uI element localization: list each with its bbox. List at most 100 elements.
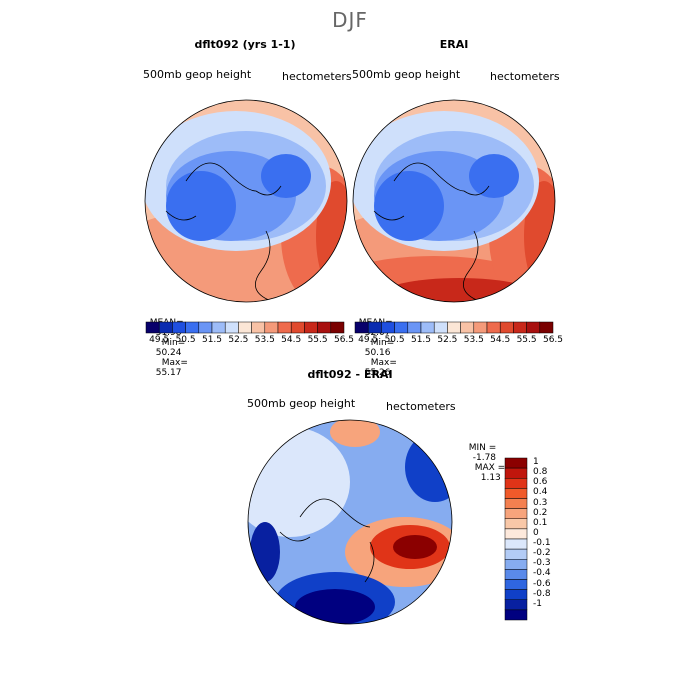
colorbar-tick-label: 49.5: [149, 335, 170, 345]
colorbar-swatch: [367, 321, 382, 334]
panel-field-label-model: 500mb geop height: [143, 68, 252, 81]
map-obs: [352, 99, 556, 303]
panel-units-label-model: hectometers: [282, 70, 352, 83]
min-label: Min=: [161, 338, 186, 348]
colorbar-tick-label: 50.5: [175, 335, 196, 345]
colorbar-swatch: [420, 321, 435, 334]
max-value: 1.13: [480, 473, 501, 483]
colorbar-swatch: [504, 589, 528, 600]
colorbar-tick-label: -0.8: [533, 588, 551, 599]
colorbar-swatch: [504, 518, 528, 530]
colorbar-swatch: [513, 321, 527, 334]
max-label: Max=: [370, 358, 397, 368]
panel-field-label-diff: 500mb geop height: [247, 397, 356, 410]
colorbar-swatch: [504, 488, 528, 499]
panel-field-label-obs: 500mb geop height: [352, 68, 461, 81]
colorbar-tick-label: 54.5: [490, 335, 511, 345]
map-model: [144, 99, 348, 303]
colorbar-swatch: [185, 321, 200, 334]
colorbar-tick-label: 52.5: [437, 335, 458, 345]
colorbar-swatch: [539, 321, 554, 334]
colorbar-swatch: [394, 321, 409, 334]
min-value: 50.24: [155, 348, 182, 358]
coastline: [165, 162, 282, 302]
colorbar-swatch: [473, 321, 488, 334]
colorbar-tick-label: 50.5: [384, 335, 405, 345]
colorbar-swatch: [304, 321, 318, 334]
colorbar-swatch: [504, 548, 528, 560]
colorbar-swatch: [158, 321, 173, 334]
colorbar-tick-label: 0: [533, 527, 539, 538]
colorbar-tick-label: 52.5: [228, 335, 249, 345]
map-border: [352, 99, 556, 303]
colorbar-tick-label: 51.5: [410, 335, 432, 345]
colorbar-swatch: [251, 321, 266, 334]
colorbar-swatch: [224, 321, 239, 334]
colorbar-swatch: [504, 498, 528, 509]
colorbar-tick-label: 0.4: [533, 487, 548, 498]
max-value: 55.26: [364, 368, 391, 378]
coastline: [373, 162, 490, 302]
colorbar-diff: [504, 457, 528, 621]
colorbar-tick-label: 55.5: [516, 335, 537, 345]
map-border: [247, 419, 453, 625]
colorbar-swatch: [504, 579, 528, 590]
colorbar-swatch: [499, 321, 514, 334]
min-label: Min=: [370, 338, 395, 348]
colorbar-swatch: [447, 321, 461, 334]
colorbar-tick-label: 0.8: [533, 467, 548, 478]
map-region-negative: [295, 589, 375, 624]
colorbar-swatch: [504, 457, 528, 469]
colorbar-swatch: [290, 321, 305, 334]
colorbar-swatch: [198, 321, 213, 334]
map-region-cold: [166, 171, 236, 241]
colorbar-swatch: [145, 321, 160, 334]
colorbar-tick-label: 0.6: [533, 477, 548, 488]
colorbar-swatch: [330, 321, 345, 334]
panel-title-model: dflt092 (yrs 1-1): [194, 38, 296, 51]
colorbar-tick-label: -0.3: [533, 558, 551, 569]
colorbar-model: [145, 321, 345, 334]
min-label: MIN =: [468, 443, 497, 453]
colorbar-tick-label: 53.5: [254, 335, 275, 345]
map-region-positive: [330, 420, 380, 447]
colorbar-swatch: [460, 321, 475, 334]
colorbar-tick-label: 0.2: [533, 507, 548, 518]
colorbar-swatch: [526, 321, 541, 334]
panel-units-label-diff: hectometers: [386, 400, 456, 413]
coastline: [279, 498, 375, 583]
colorbar-obs: [354, 321, 554, 334]
colorbar-tick-label: 56.5: [333, 335, 355, 345]
map-region-cold: [374, 171, 444, 241]
colorbar-swatch: [504, 508, 528, 519]
colorbar-swatch: [504, 478, 528, 489]
panel-title-diff: dflt092 - ERAI: [307, 368, 393, 381]
min-value: 50.16: [364, 348, 391, 358]
map-fill-group: [248, 420, 452, 624]
colorbar-swatch: [504, 599, 528, 611]
colorbar-tick-label: -0.1: [533, 538, 551, 549]
colorbar-tick-label: -1: [533, 598, 542, 609]
colorbar-tick-label: -0.6: [533, 578, 551, 589]
map-region-warm: [379, 278, 539, 302]
colorbar-tick-label: 51.5: [201, 335, 223, 345]
map-border: [144, 99, 348, 303]
map-region-cold: [469, 154, 519, 198]
colorbar-swatch: [277, 321, 292, 334]
colorbar-swatch: [504, 559, 528, 570]
colorbar-swatch: [172, 321, 186, 334]
colorbar-swatch: [504, 467, 528, 479]
max-label: Max=: [161, 358, 188, 368]
map-fill-group: [353, 100, 555, 302]
max-label: MAX =: [474, 463, 506, 473]
max-value: 55.17: [155, 368, 182, 378]
colorbar-tick-label: 56.5: [542, 335, 564, 345]
colorbar-swatch: [354, 321, 369, 334]
colorbar-swatch: [264, 321, 279, 334]
panel-stats-diff: MIN = -1.78 MAX = 1.13: [463, 433, 506, 483]
map-diff: [247, 419, 453, 625]
colorbar-swatch: [381, 321, 395, 334]
colorbar-tick-label: 49.5: [358, 335, 379, 345]
colorbar-swatch: [433, 321, 448, 334]
